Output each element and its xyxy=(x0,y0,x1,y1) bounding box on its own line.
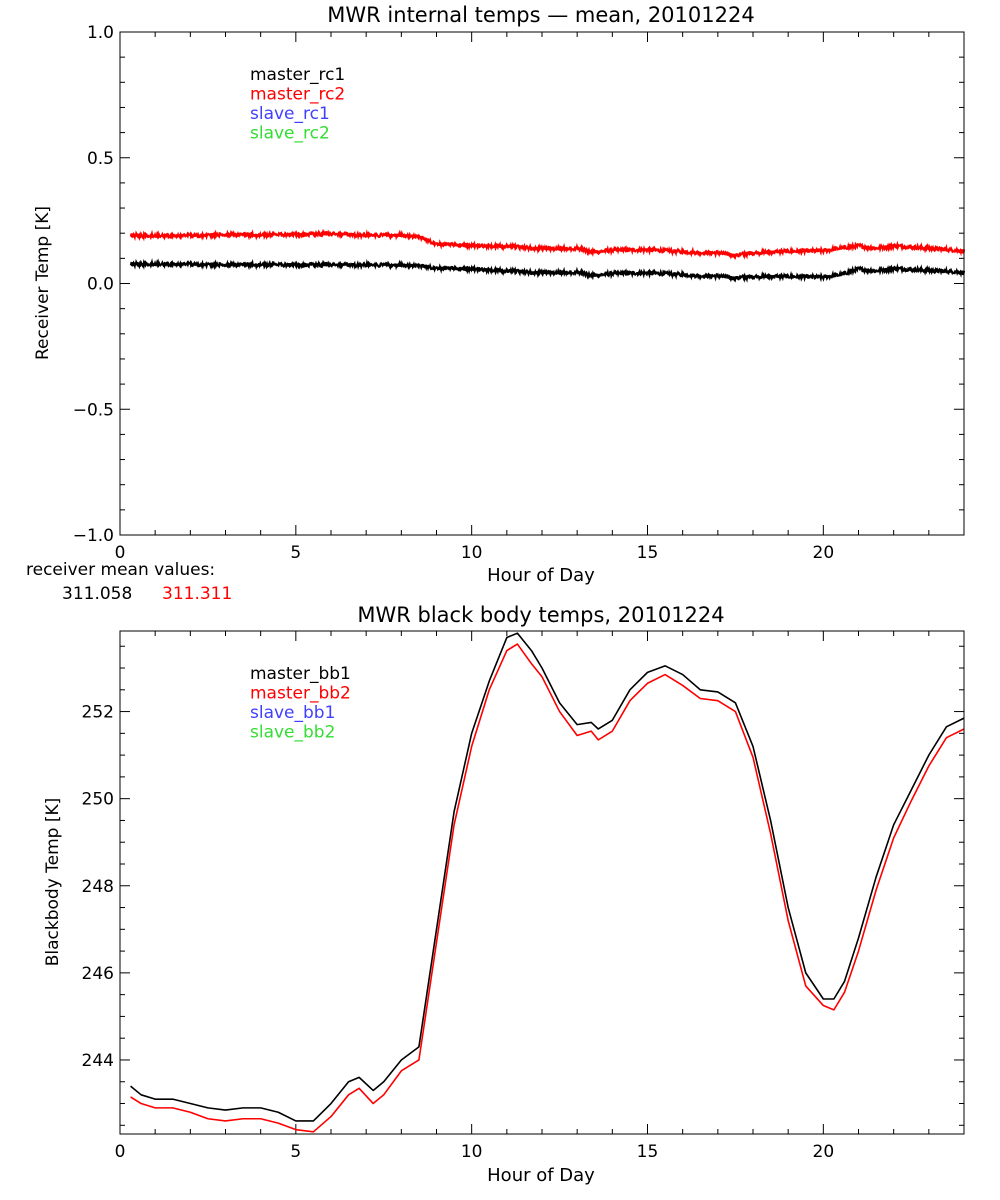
x-tick-label: 5 xyxy=(290,543,301,563)
axis-ticks: 0 5 10 15 20 244 246 248 250 252 xyxy=(82,631,965,1162)
y-tick-label: 1.0 xyxy=(87,23,114,43)
receiver-mean-value-1: 311.058 xyxy=(62,584,132,604)
legend-entry-slave_rc2: slave_rc2 xyxy=(250,124,330,144)
receiver-temp-chart: MWR internal temps — mean, 20101224 Rece… xyxy=(33,3,966,586)
y-axis-label: Blackbody Temp [K] xyxy=(43,798,63,967)
series-line-master_rc2 xyxy=(129,229,966,261)
y-tick-label: −1.0 xyxy=(73,526,114,546)
legend-entry-master_bb1: master_bb1 xyxy=(250,664,351,684)
y-tick-label: 244 xyxy=(82,1051,114,1071)
y-tick-label: 250 xyxy=(82,790,114,810)
blackbody-temp-chart: MWR black body temps, 20101224 Blackbody… xyxy=(43,603,965,1186)
x-tick-label: 10 xyxy=(461,543,483,563)
legend-entry-master_rc1: master_rc1 xyxy=(250,65,345,85)
x-axis-label: Hour of Day xyxy=(487,565,595,586)
x-tick-label: 20 xyxy=(813,543,835,563)
series-lines xyxy=(129,229,966,283)
chart-title: MWR internal temps — mean, 20101224 xyxy=(327,3,754,27)
series-line-master_bb1 xyxy=(130,632,965,1122)
plot-frame xyxy=(119,630,965,1135)
axis-ticks: 0 5 10 15 20 −1.0 −0.5 0.0 0.5 1.0 xyxy=(73,23,965,563)
x-tick-label: 0 xyxy=(115,1142,126,1162)
series-line-master_bb2 xyxy=(130,643,965,1133)
y-tick-label: 246 xyxy=(82,964,114,984)
x-tick-label: 0 xyxy=(115,543,126,563)
legend-entry-slave_bb1: slave_bb1 xyxy=(250,703,335,723)
y-tick-label: 0.0 xyxy=(87,275,114,295)
y-tick-label: 248 xyxy=(82,877,114,897)
chart-title: MWR black body temps, 20101224 xyxy=(357,603,724,627)
y-tick-label: 252 xyxy=(82,703,114,723)
plot-frame xyxy=(119,31,965,536)
y-tick-label: 0.5 xyxy=(87,149,114,169)
x-tick-label: 5 xyxy=(290,1142,301,1162)
receiver-mean-annotation: receiver mean values: 311.058 311.311 xyxy=(26,560,232,604)
y-axis-label: Receiver Temp [K] xyxy=(33,206,53,360)
legend-entry-slave_rc1: slave_rc1 xyxy=(250,104,330,124)
receiver-mean-label: receiver mean values: xyxy=(26,560,215,580)
legend-entry-master_rc2: master_rc2 xyxy=(250,85,345,105)
x-tick-label: 10 xyxy=(461,1142,483,1162)
series-lines xyxy=(130,632,965,1133)
legend-entry-slave_bb2: slave_bb2 xyxy=(250,723,335,743)
x-tick-label: 20 xyxy=(813,1142,835,1162)
series-line-master_rc1 xyxy=(129,258,966,283)
x-axis-label: Hour of Day xyxy=(487,1165,595,1186)
receiver-mean-value-2: 311.311 xyxy=(162,584,232,604)
x-tick-label: 15 xyxy=(637,543,659,563)
legend-entry-master_bb2: master_bb2 xyxy=(250,684,351,704)
x-tick-label: 15 xyxy=(637,1142,659,1162)
y-tick-label: −0.5 xyxy=(73,400,114,420)
